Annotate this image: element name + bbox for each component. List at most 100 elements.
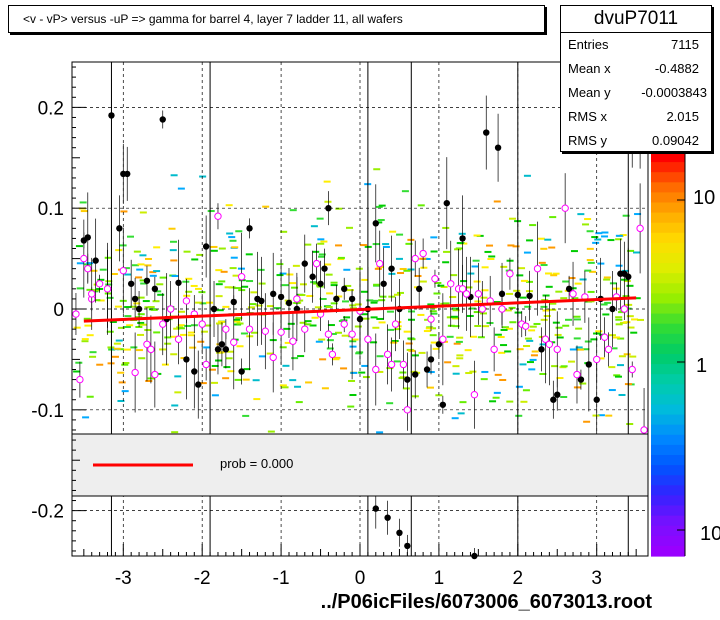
stats-row-mean-y: Mean y -0.0003843 [561,81,711,105]
density-dash [115,249,123,252]
profile-point-open [372,365,380,374]
profile-point-filled [116,225,123,232]
density-dash [437,284,445,287]
density-dash [284,341,292,344]
profile-point-filled [325,204,332,212]
density-dash [405,242,413,245]
density-dash [298,294,306,297]
profile-point-filled [321,265,328,272]
density-dash [393,293,401,296]
stats-row-mean-x: Mean x -0.4882 [561,57,711,81]
profile-point-open [573,370,581,379]
density-dash [492,396,500,399]
stats-value: 0.09042 [652,133,699,148]
density-dash [629,355,637,358]
density-dash [326,339,334,342]
density-dash [223,366,231,369]
density-dash [75,245,83,248]
palette-cell [651,444,685,456]
profile-point-open [383,350,392,359]
density-dash [149,274,157,277]
density-dash [455,340,463,343]
density-dash [292,264,300,267]
density-dash [168,227,176,230]
profile-point-open [301,325,309,333]
density-dash [229,239,237,242]
density-dash [137,263,145,266]
density-dash [318,255,326,258]
density-dash [450,315,458,318]
profile-point-open [521,322,530,330]
density-dash [136,268,144,271]
profile-point-open [72,310,80,318]
density-dash [184,324,192,327]
profile-point-open [103,285,112,293]
density-dash [106,330,114,333]
density-dash [81,338,89,341]
density-dash [137,296,145,299]
density-dash [543,315,551,318]
density-dash [289,379,297,382]
density-dash [376,431,384,434]
density-dash [626,284,634,287]
profile-point-filled [341,285,348,293]
density-dash [115,339,123,342]
density-dash [144,329,152,332]
density-dash [156,283,164,286]
profile-point-filled [183,356,190,363]
density-dash [601,231,609,234]
density-dash [310,281,318,284]
density-dash [118,381,126,384]
profile-point-open [403,406,412,414]
density-dash [452,317,460,320]
palette-cell [651,475,685,486]
density-dash [386,402,394,405]
density-dash [311,316,319,319]
profile-point-filled [427,356,435,363]
density-dash [281,284,289,287]
profile-point-filled [483,129,490,136]
density-dash [403,269,411,272]
palette-cell [651,313,685,325]
density-dash [199,302,207,305]
density-dash [349,307,357,310]
density-dash [528,368,536,371]
density-dash [170,335,178,338]
density-dash [327,324,335,327]
profile-point-open [569,290,577,298]
palette-label: 10 [700,523,720,545]
density-dash [110,273,118,276]
density-dash [370,316,378,319]
density-dash [89,351,97,354]
density-dash [604,301,612,304]
legend-label: prob = 0.000 [220,456,294,471]
density-dash [350,371,358,374]
density-dash [205,301,213,304]
density-dash [401,190,409,193]
density-dash [376,355,384,358]
density-dash [481,266,489,269]
density-dash [456,336,464,339]
density-dash [568,360,576,363]
profile-point-filled [258,297,265,305]
profile-point-open [490,345,498,354]
density-dash [86,288,94,291]
profile-point-open [340,320,348,328]
profile-point-filled [435,341,443,348]
density-dash [332,358,340,361]
palette-cell [651,354,685,365]
density-dash [341,334,349,337]
density-dash [210,249,218,252]
profile-point-filled [191,368,198,375]
density-dash [266,305,274,308]
density-dash [222,377,230,380]
profile-point-open [600,333,609,341]
density-dash [627,326,635,329]
density-dash [356,351,364,354]
density-dash [139,279,147,282]
density-dash [204,324,212,327]
density-dash [460,280,468,283]
density-dash [323,180,331,183]
density-dash [523,251,531,254]
density-dash [552,321,560,324]
